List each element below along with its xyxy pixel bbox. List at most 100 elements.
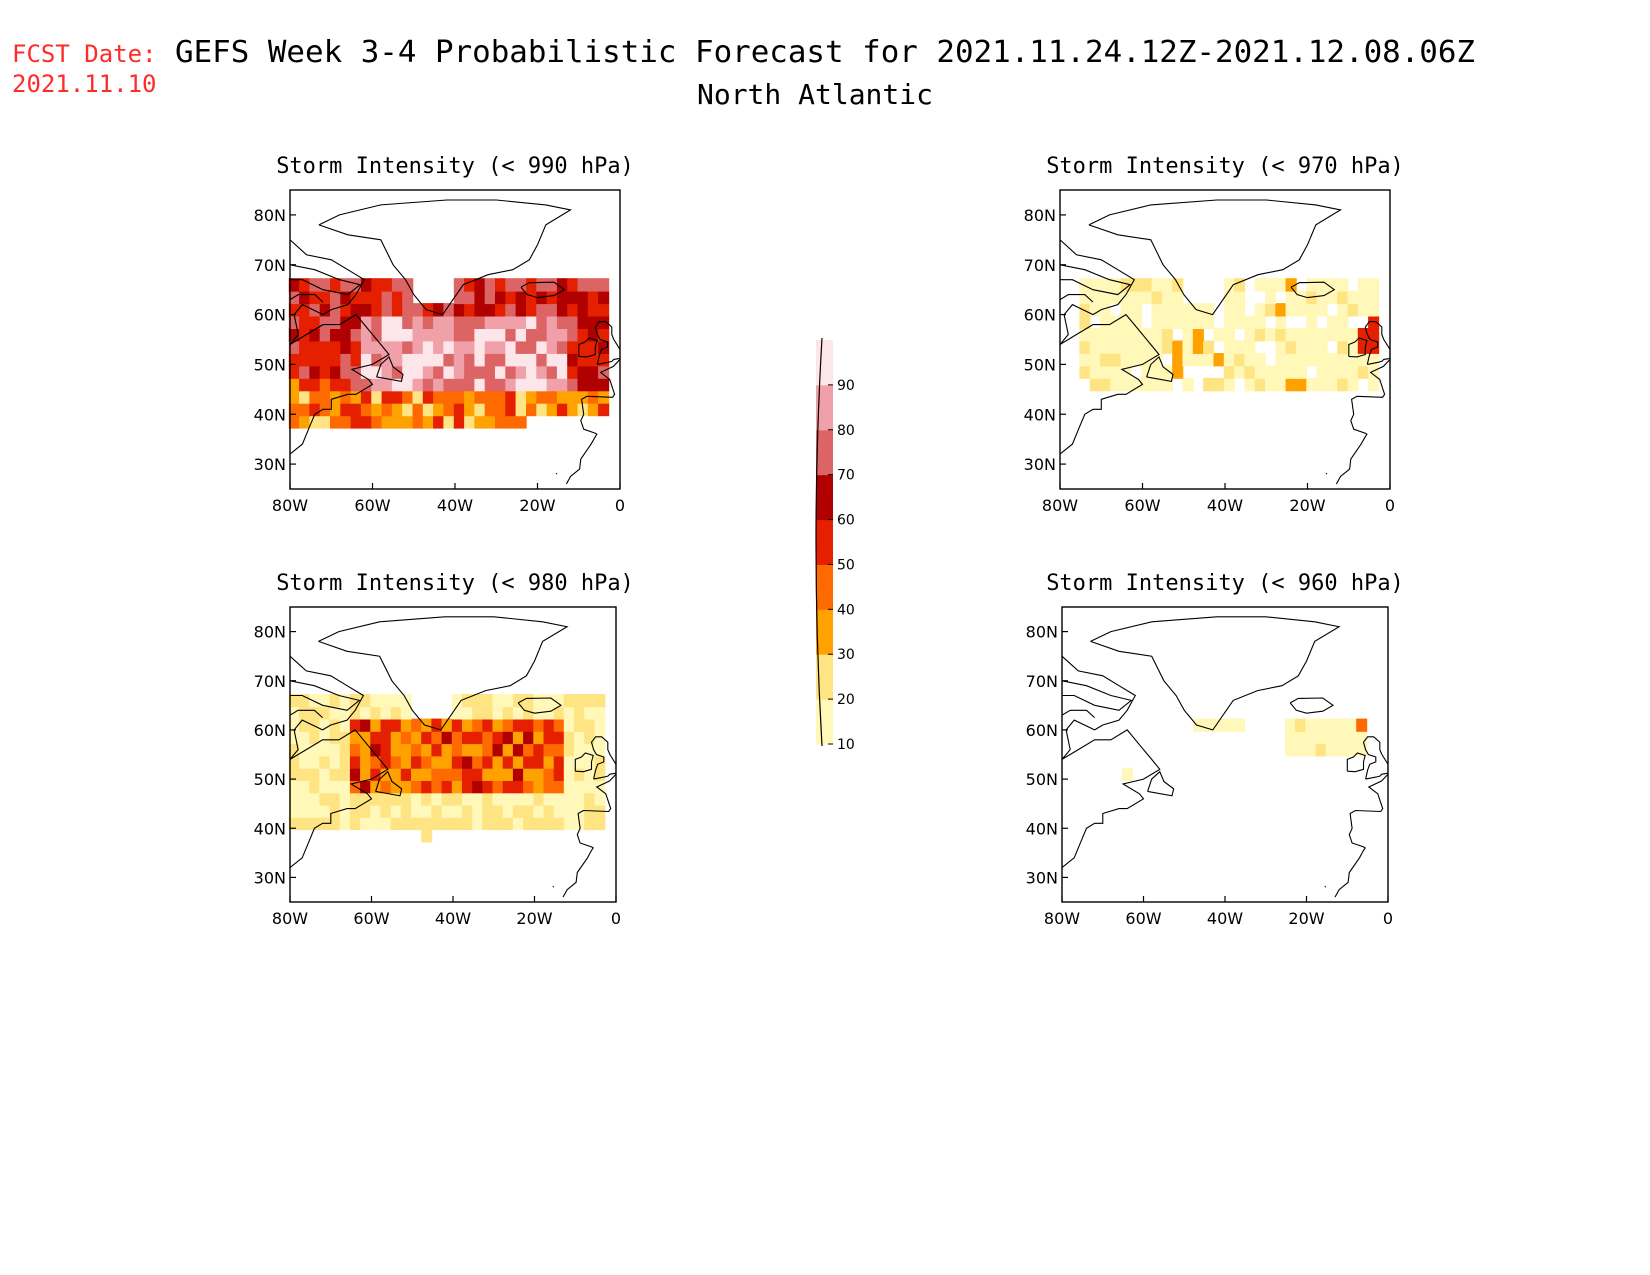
- probability-cell: [1110, 328, 1122, 342]
- probability-cell: [339, 730, 351, 745]
- probability-cell: [515, 340, 527, 354]
- probability-cell: [360, 804, 372, 818]
- probability-cell: [543, 694, 555, 708]
- probability-cell: [390, 694, 402, 708]
- probability-cell: [1089, 377, 1101, 392]
- probability-cell: [360, 390, 372, 404]
- probability-cell: [515, 278, 527, 292]
- probability-cell: [464, 290, 476, 305]
- colorbar-label: 10: [837, 737, 855, 753]
- probability-cell: [474, 353, 486, 367]
- probability-cell: [288, 340, 300, 354]
- probability-cell: [1151, 353, 1163, 367]
- probability-cell: [556, 303, 568, 317]
- probability-cell: [598, 315, 610, 329]
- coastline: [1147, 770, 1175, 797]
- lat-tick-label: 50N: [1026, 770, 1058, 789]
- probability-cell: [1213, 328, 1225, 342]
- probability-cell: [1347, 303, 1359, 317]
- probability-cell: [1295, 743, 1307, 757]
- colorbar-band: [816, 429, 833, 476]
- probability-cell: [412, 365, 424, 379]
- probability-cell: [400, 816, 412, 831]
- probability-cell: [1305, 743, 1317, 757]
- probability-cell: [1337, 290, 1349, 305]
- probability-cell: [505, 340, 517, 354]
- probability-cell: [587, 315, 599, 329]
- probability-cell: [371, 353, 383, 367]
- probability-cell: [1357, 303, 1369, 317]
- coastline: [1325, 472, 1328, 475]
- probability-cell: [319, 780, 331, 794]
- probability-cell: [598, 328, 610, 342]
- probability-cell: [1161, 290, 1173, 305]
- probability-cell: [1089, 290, 1101, 305]
- probability-cell: [515, 365, 527, 379]
- probability-cell: [1357, 365, 1369, 379]
- probability-cell: [462, 694, 473, 708]
- probability-cell: [1357, 328, 1369, 342]
- probability-cell: [339, 694, 351, 708]
- probability-cell: [464, 390, 476, 404]
- probability-cell: [299, 328, 311, 342]
- probability-cell: [339, 816, 351, 831]
- probability-cell: [1089, 328, 1101, 342]
- probability-cell: [546, 365, 558, 379]
- map-panel-990: Storm Intensity (< 990 hPa) 80W 60W 40W 20W…: [254, 154, 634, 515]
- probability-cell: [381, 315, 393, 329]
- probability-cell: [1295, 718, 1307, 732]
- colorbar-band: [816, 609, 833, 655]
- probability-cell: [598, 402, 610, 417]
- probability-cell: [587, 377, 599, 392]
- lon-tick-label: 40W: [1207, 496, 1243, 515]
- probability-cell: [350, 315, 362, 329]
- probability-cell: [556, 353, 568, 367]
- probability-cell: [526, 340, 538, 354]
- probability-cell: [288, 415, 300, 429]
- probability-cell: [1296, 303, 1308, 317]
- probability-cell: [360, 402, 372, 417]
- probability-cell: [472, 743, 484, 757]
- probability-cell: [505, 415, 517, 429]
- probability-cell: [505, 315, 517, 329]
- colorbar-band: [816, 699, 833, 745]
- probability-cell: [390, 804, 402, 818]
- probability-cell: [546, 303, 558, 317]
- probability-cell: [433, 402, 445, 417]
- probability-colorbar: 10 20 30 40 50 60 70 80 90: [815, 337, 855, 753]
- lon-tick-label: 40W: [1207, 909, 1243, 928]
- probability-cell: [505, 365, 517, 379]
- probability-cell: [495, 303, 507, 317]
- lon-tick-label: 80W: [1044, 909, 1080, 928]
- probability-cell: [309, 340, 321, 354]
- lon-tick-label: 20W: [516, 909, 552, 928]
- lon-tick-label: 60W: [1125, 909, 1161, 928]
- probability-cell: [1337, 377, 1349, 392]
- probability-cell: [350, 402, 362, 417]
- probability-cell: [512, 706, 524, 720]
- probability-cell: [543, 804, 555, 818]
- lat-tick-label: 40N: [1024, 405, 1056, 424]
- probability-cell: [422, 415, 434, 429]
- probability-cell: [380, 755, 392, 769]
- probability-cell: [1172, 303, 1184, 317]
- probability-cell: [1151, 315, 1163, 329]
- probability-cell: [411, 792, 422, 806]
- probability-cell: [553, 743, 565, 757]
- probability-cell: [484, 402, 496, 417]
- probability-cell: [495, 278, 507, 292]
- probability-cell: [492, 792, 504, 806]
- probability-cell: [505, 377, 517, 392]
- probability-cell: [577, 377, 589, 392]
- probability-cell: [299, 390, 311, 404]
- probability-cell: [1296, 328, 1308, 342]
- coastline: [1088, 199, 1342, 316]
- probability-cell: [553, 730, 565, 745]
- probability-cell: [567, 365, 579, 379]
- probability-cell: [309, 415, 321, 429]
- probability-cell: [1306, 340, 1318, 354]
- probability-cell: [421, 792, 433, 806]
- probability-cell: [1357, 353, 1369, 367]
- probability-cell: [319, 415, 331, 429]
- colorbar-label: 40: [837, 602, 855, 618]
